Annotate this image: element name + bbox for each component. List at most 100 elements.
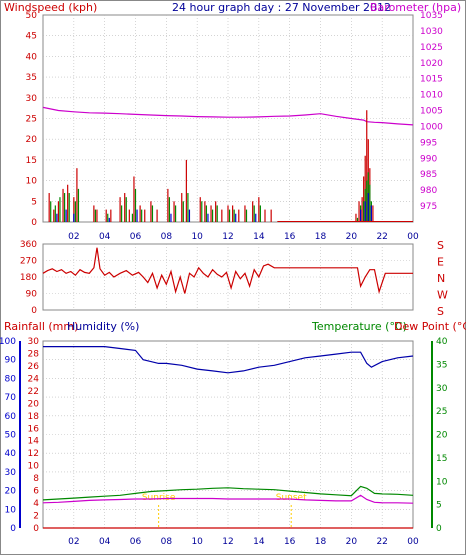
temperature-axis-title: Temperature (°C) — [311, 320, 407, 333]
climate-panel-x-tick-label: 12 — [222, 537, 233, 547]
wind-panel-x-tick-label: 00 — [407, 232, 419, 242]
windspeed-axis-title: Windspeed (kph) — [4, 1, 97, 14]
humidity-tick-label: 90 — [5, 356, 17, 366]
barometer-tick-label: 1015 — [420, 75, 443, 85]
humidity-tick-label: 10 — [5, 505, 17, 515]
rainfall-tick-label: 26 — [28, 362, 40, 372]
barometer-tick-label: 975 — [420, 202, 437, 212]
windspeed-tick-label: 5 — [31, 197, 37, 207]
temperature-tick-label: 20 — [436, 431, 448, 441]
barometer-tick-label: 1035 — [420, 11, 443, 21]
humidity-tick-label: 80 — [5, 374, 17, 384]
barometer-tick-label: 980 — [420, 186, 437, 196]
temperature-tick-label: 15 — [436, 454, 447, 464]
climate-panel-x-tick-label: 02 — [68, 537, 79, 547]
direction-tick-label: 360 — [20, 240, 37, 250]
wind-panel-x-tick-label: 08 — [161, 232, 173, 242]
direction-tick-label: 90 — [26, 290, 38, 300]
rainfall-tick-label: 22 — [28, 387, 39, 397]
temperature-tick-label: 5 — [436, 501, 442, 511]
wind-panel-x-tick-label: 16 — [284, 232, 296, 242]
windspeed-tick-label: 35 — [26, 73, 37, 83]
humidity-tick-label: 100 — [0, 337, 16, 347]
rainfall-tick-label: 28 — [28, 349, 40, 359]
wind-panel-x-tick-label: 04 — [99, 232, 111, 242]
temperature-tick-label: 10 — [436, 477, 448, 487]
climate-panel-x-tick-label: 18 — [315, 537, 327, 547]
temperature-tick-label: 0 — [436, 524, 442, 534]
climate-panel-x-tick-label: 00 — [407, 537, 419, 547]
humidity-tick-label: 50 — [5, 431, 17, 441]
climate-panel-x-tick-label: 06 — [130, 537, 142, 547]
wind-direction-line — [42, 247, 413, 295]
barometer-tick-label: 1025 — [420, 43, 443, 53]
humidity-tick-label: 0 — [10, 524, 16, 534]
wind-panel-x-tick-label: 12 — [222, 232, 233, 242]
wind-panel-x-tick-label: 22 — [376, 232, 387, 242]
compass-label: S — [437, 239, 444, 252]
barometer-tick-label: 995 — [420, 138, 437, 148]
barometer-tick-label: 1030 — [420, 27, 443, 37]
rainfall-tick-label: 24 — [28, 374, 40, 384]
rainfall-tick-label: 20 — [28, 399, 40, 409]
rainfall-tick-label: 6 — [33, 487, 39, 497]
direction-tick-label: 0 — [31, 306, 37, 316]
temperature-tick-label: 30 — [436, 384, 448, 394]
wind-panel-x-tick-label: 18 — [315, 232, 327, 242]
climate-panel-x-tick-label: 14 — [253, 537, 265, 547]
humidity-tick-label: 60 — [5, 412, 17, 422]
windspeed-tick-label: 15 — [26, 156, 37, 166]
humidity-tick-label: 20 — [5, 487, 17, 497]
climate-panel-x-tick-label: 20 — [346, 537, 358, 547]
barometer-axis-title: Barometer (hpa) — [370, 1, 461, 14]
barometer-line — [42, 106, 414, 126]
windspeed-tick-label: 40 — [26, 52, 38, 62]
temperature-tick-label: 25 — [436, 407, 447, 417]
sun-marker-label: Sunrise — [142, 493, 176, 503]
barometer-tick-label: 990 — [420, 154, 437, 164]
graph-title: 24 hour graph day : 27 November 2012 — [172, 1, 391, 14]
dewpoint-axis-title: Dew Point (°C) — [394, 320, 466, 333]
wind-panel-x-tick-label: 20 — [346, 232, 358, 242]
barometer-tick-label: 1000 — [420, 122, 443, 132]
humidity-line — [43, 346, 414, 374]
rainfall-tick-label: 14 — [28, 437, 40, 447]
climate-panel-x-tick-label: 10 — [191, 537, 203, 547]
rainfall-tick-label: 4 — [33, 499, 39, 509]
climate-panel-x-tick-label: 16 — [284, 537, 296, 547]
humidity-tick-label: 70 — [5, 393, 17, 403]
rainfall-tick-label: 16 — [28, 424, 40, 434]
chart-marks-layer: 0510152025303540455097598098599099510001… — [0, 11, 448, 547]
humidity-axis-title: Humidity (%) — [67, 320, 139, 333]
climate-panel-x-tick-label: 08 — [161, 537, 173, 547]
rainfall-tick-label: 0 — [33, 524, 39, 534]
compass-label: E — [437, 256, 444, 269]
windspeed-tick-label: 0 — [31, 218, 37, 228]
rainfall-axis-title: Rainfall (mm) — [4, 320, 78, 333]
humidity-tick-label: 40 — [5, 449, 17, 459]
barometer-tick-label: 1010 — [420, 91, 443, 101]
direction-tick-label: 270 — [20, 257, 37, 267]
humidity-tick-label: 30 — [5, 468, 17, 478]
temperature-tick-label: 40 — [436, 337, 448, 347]
windspeed-tick-label: 10 — [26, 177, 38, 187]
compass-label: S — [437, 305, 444, 318]
barometer-tick-label: 985 — [420, 170, 437, 180]
windspeed-tick-label: 50 — [26, 11, 38, 21]
wind-panel-x-tick-label: 02 — [68, 232, 79, 242]
windspeed-tick-label: 45 — [26, 32, 37, 42]
sun-marker-label: Sunset — [276, 493, 307, 503]
barometer-tick-label: 1020 — [420, 59, 443, 69]
rainfall-tick-label: 2 — [33, 512, 39, 522]
rainfall-tick-label: 8 — [33, 474, 39, 484]
climate-panel-x-tick-label: 22 — [376, 537, 387, 547]
windspeed-tick-label: 25 — [26, 115, 37, 125]
compass-label: N — [437, 272, 445, 285]
rainfall-tick-label: 12 — [28, 449, 39, 459]
barometer-tick-label: 1005 — [420, 107, 443, 117]
dewpoint-line — [42, 494, 414, 504]
wind-panel-x-tick-label: 06 — [130, 232, 142, 242]
